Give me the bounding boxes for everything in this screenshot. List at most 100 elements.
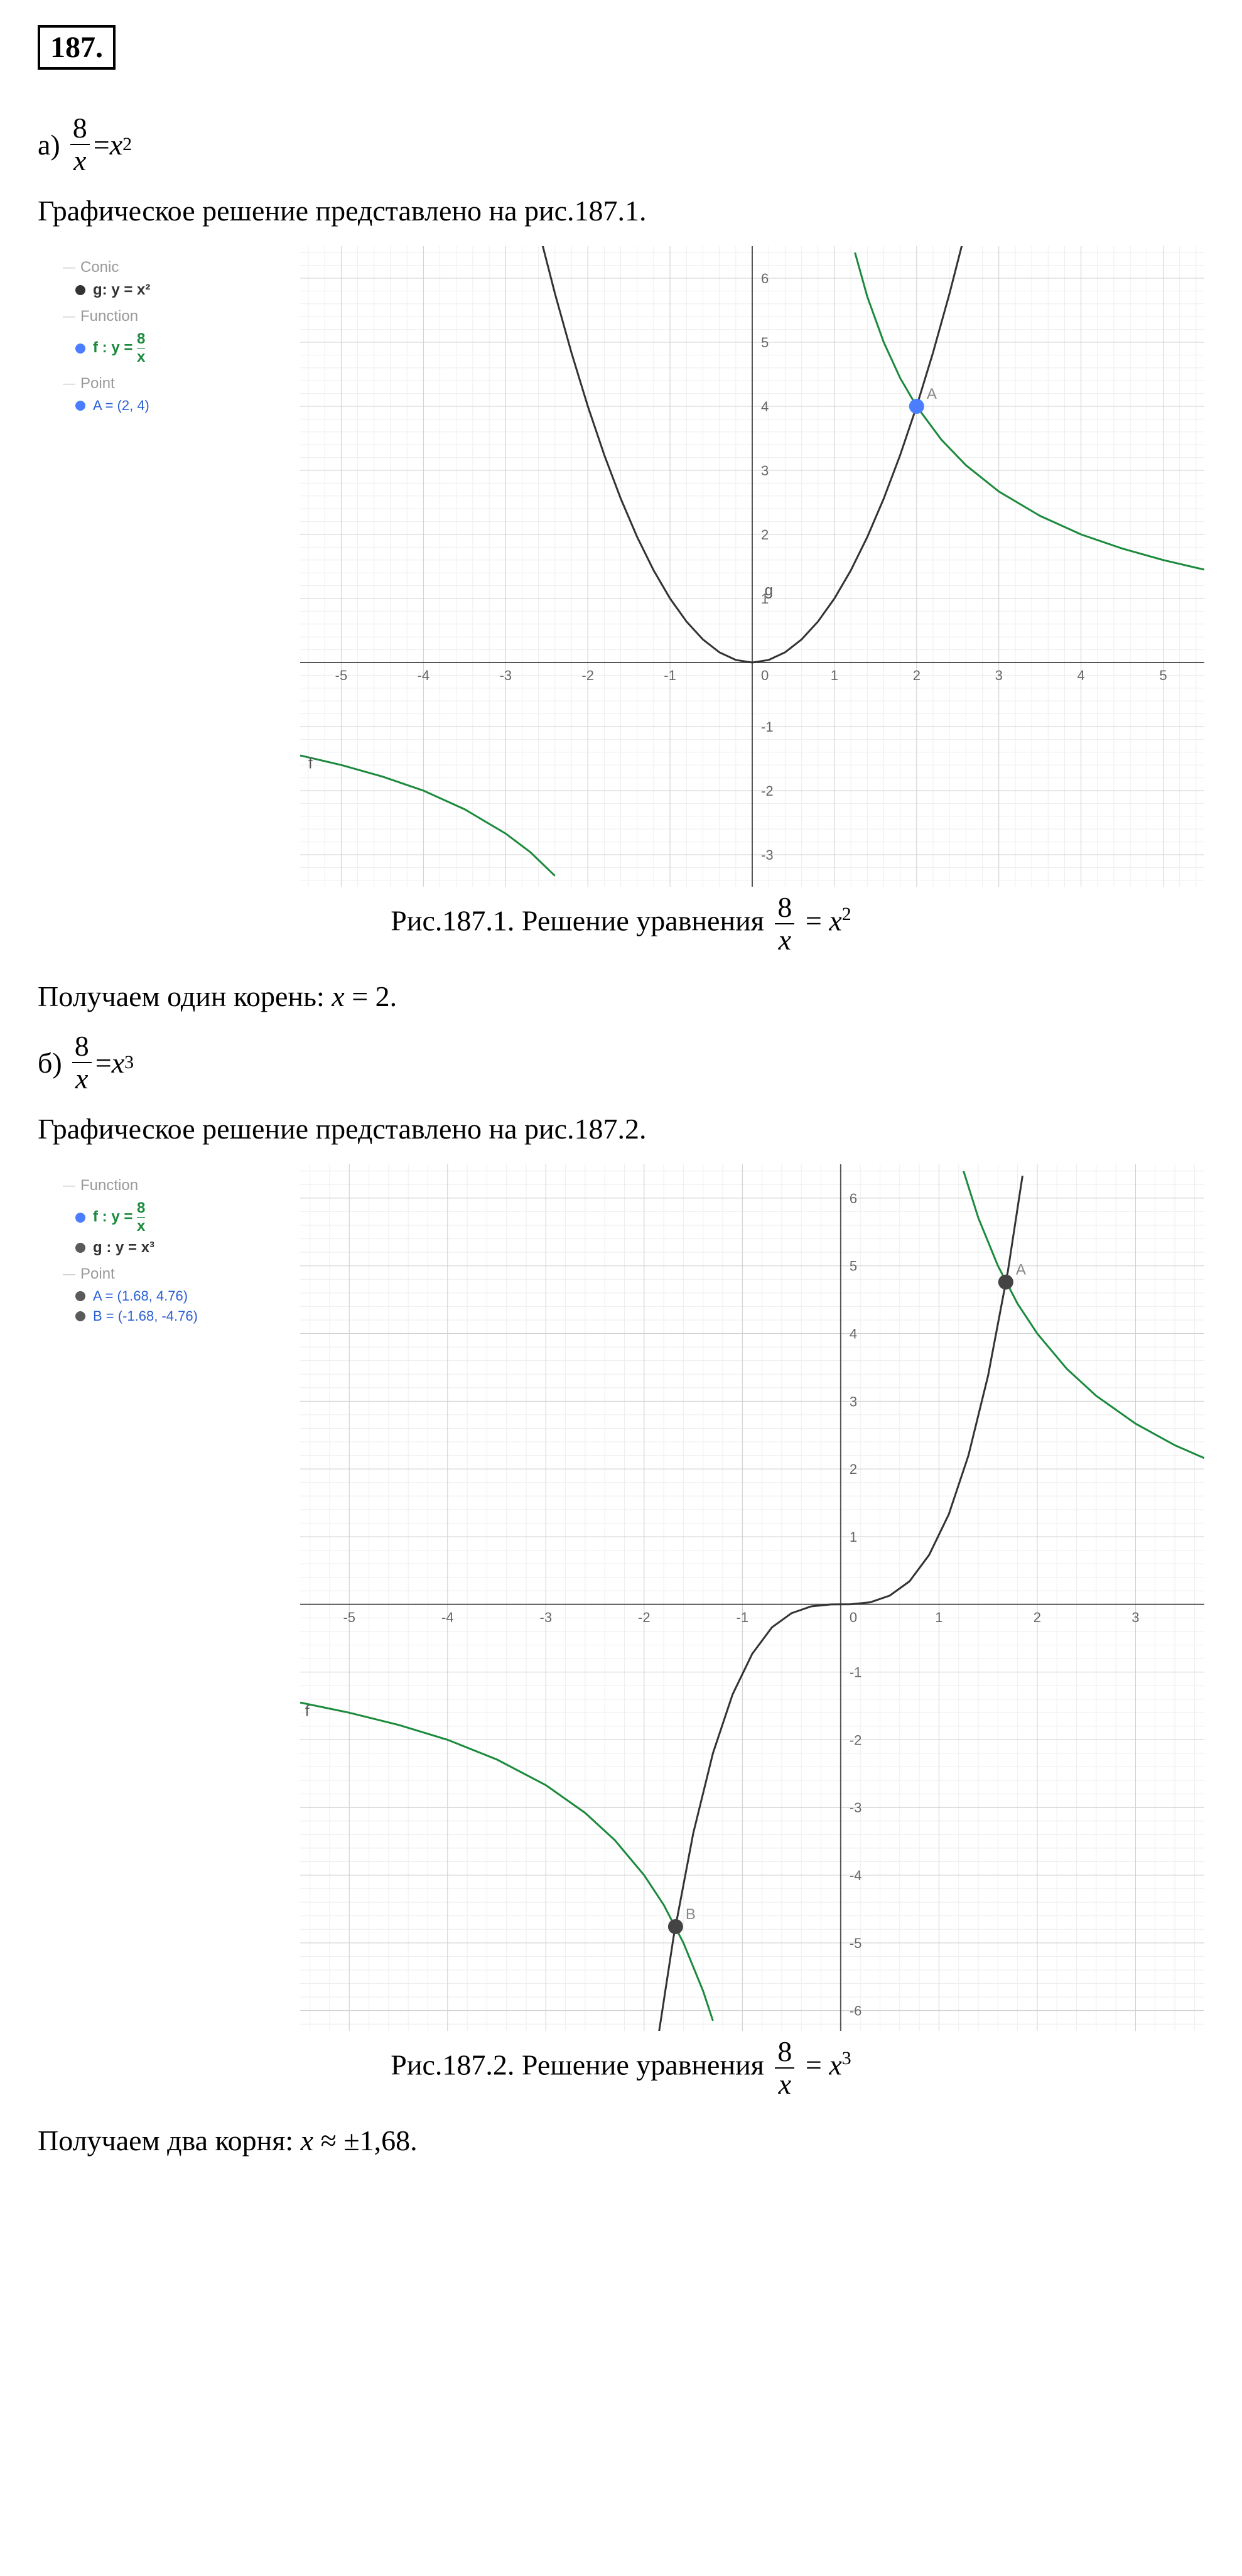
svg-text:A: A <box>927 386 937 403</box>
legend-item: g : y = x³ <box>75 1239 288 1257</box>
svg-text:-2: -2 <box>761 783 774 799</box>
legend-dot-icon <box>75 401 85 411</box>
fraction-a: 8 x <box>70 114 90 175</box>
legend-label: B = (-1.68, -4.76) <box>93 1308 198 1324</box>
legend-label: A = (2, 4) <box>93 398 149 414</box>
legend-dot-icon <box>75 1213 85 1223</box>
svg-text:-4: -4 <box>418 668 430 683</box>
legend-label: A = (1.68, 4.76) <box>93 1288 188 1304</box>
svg-text:-4: -4 <box>441 1610 454 1625</box>
chart-svg: -5-4-3-2-1123-6-5-4-3-2-11234560fAB <box>300 1164 1204 2031</box>
svg-text:6: 6 <box>761 271 769 286</box>
legend-item: g: y = x² <box>75 281 288 299</box>
svg-text:-1: -1 <box>850 1665 862 1680</box>
result-b-prefix: Получаем два корня: <box>38 2124 301 2157</box>
caption-b-num: 8 <box>775 2037 794 2066</box>
svg-text:0: 0 <box>761 668 769 683</box>
caption-a-eq: = <box>806 905 829 937</box>
result-a-prefix: Получаем один корень: <box>38 980 332 1012</box>
caption-a-frac: 8 x <box>775 893 794 955</box>
svg-text:3: 3 <box>995 668 1003 683</box>
frac-a-den: x <box>71 146 89 175</box>
equals-a: = <box>94 128 110 161</box>
legend-dot-icon <box>75 285 85 295</box>
caption-a: Рис.187.1. Решение уравнения 8 x = x2 <box>38 893 1204 955</box>
svg-text:-3: -3 <box>540 1610 553 1625</box>
legend-header: Point <box>63 1265 288 1283</box>
svg-text:-6: -6 <box>850 2003 862 2019</box>
point-B <box>668 1919 683 1934</box>
caption-b-eq: = <box>806 2049 829 2081</box>
legend-item: A = (1.68, 4.76) <box>75 1288 288 1304</box>
svg-text:g: g <box>765 582 773 599</box>
svg-text:-3: -3 <box>499 668 512 683</box>
intro-text-a: Графическое решение представлено на рис.… <box>38 194 1204 227</box>
caption-a-den: x <box>776 926 794 955</box>
chart-b: -5-4-3-2-1123-6-5-4-3-2-11234560fAB <box>300 1164 1204 2031</box>
svg-text:2: 2 <box>913 668 921 683</box>
result-b-var: x <box>301 2124 313 2157</box>
svg-text:4: 4 <box>850 1326 857 1342</box>
svg-text:1: 1 <box>850 1529 857 1545</box>
equation-b: б) 8 x = x3 <box>38 1032 1204 1093</box>
legend-item: B = (-1.68, -4.76) <box>75 1308 288 1324</box>
svg-text:4: 4 <box>761 399 769 414</box>
frac-b-den: x <box>73 1064 90 1093</box>
caption-a-num: 8 <box>775 893 794 922</box>
svg-text:-2: -2 <box>581 668 594 683</box>
rhs-a-base: x <box>110 128 122 161</box>
legend-a: Conicg: y = x²Functionf : y = 8xPointA =… <box>38 246 300 887</box>
fraction-b: 8 x <box>72 1032 92 1093</box>
part-a-label: а) <box>38 128 60 161</box>
result-b: Получаем два корня: x ≈ ±1,68. <box>38 2124 1204 2157</box>
result-a: Получаем один корень: x = 2. <box>38 980 1204 1013</box>
svg-text:5: 5 <box>761 335 769 350</box>
rhs-a-exp: 2 <box>122 134 132 155</box>
legend-b: Function f : y = 8x g : y = x³ Point A = (1.… <box>38 1164 300 2031</box>
caption-b: Рис.187.2. Решение уравнения 8 x = x3 <box>38 2037 1204 2099</box>
svg-text:-5: -5 <box>850 1935 862 1951</box>
legend-item: f : y = 8x <box>75 1199 288 1235</box>
svg-text:B: B <box>686 1906 696 1923</box>
svg-text:-2: -2 <box>850 1732 862 1748</box>
result-a-eq: = 2. <box>345 980 397 1012</box>
legend-header: Conic <box>63 259 288 276</box>
rhs-b-exp: 3 <box>124 1052 134 1073</box>
frac-a-num: 8 <box>70 114 90 143</box>
legend-dot-icon <box>75 1311 85 1321</box>
caption-a-rhs: x <box>829 905 841 937</box>
legend-label: f : y = 8x <box>93 330 145 366</box>
svg-text:2: 2 <box>850 1461 857 1477</box>
frac-b-num: 8 <box>72 1032 92 1061</box>
svg-text:-1: -1 <box>761 719 774 735</box>
equation-a: а) 8 x = x2 <box>38 114 1204 175</box>
svg-text:-2: -2 <box>638 1610 651 1625</box>
svg-text:-1: -1 <box>737 1610 749 1625</box>
legend-label: f : y = 8x <box>93 1199 145 1235</box>
legend-header: Function <box>63 1177 288 1194</box>
svg-text:1: 1 <box>935 1610 942 1625</box>
legend-dot-icon <box>75 1291 85 1301</box>
point-A <box>998 1275 1013 1290</box>
svg-text:2: 2 <box>761 527 769 543</box>
graph-b-container: Function f : y = 8x g : y = x³ Point A = (1.… <box>38 1164 1204 2031</box>
svg-text:f: f <box>308 755 313 772</box>
result-a-var: x <box>332 980 344 1012</box>
legend-label: g: y = x² <box>93 281 150 299</box>
caption-b-den: x <box>776 2070 794 2099</box>
svg-text:-3: -3 <box>761 847 774 863</box>
result-b-eq: ≈ ±1,68. <box>313 2124 418 2157</box>
svg-text:-5: -5 <box>335 668 348 683</box>
caption-b-frac: 8 x <box>775 2037 794 2099</box>
svg-text:3: 3 <box>1131 1610 1139 1625</box>
svg-text:-4: -4 <box>850 1868 862 1883</box>
svg-text:1: 1 <box>831 668 838 683</box>
svg-text:3: 3 <box>761 463 769 479</box>
svg-text:4: 4 <box>1077 668 1085 683</box>
legend-header: Point <box>63 375 288 392</box>
svg-text:-5: -5 <box>343 1610 355 1625</box>
chart-a: -5-4-3-2-112345-3-2-11234560gfA <box>300 246 1204 887</box>
svg-text:-3: -3 <box>850 1800 862 1816</box>
svg-text:f: f <box>305 1703 310 1720</box>
caption-b-rhs: x <box>829 2049 841 2081</box>
